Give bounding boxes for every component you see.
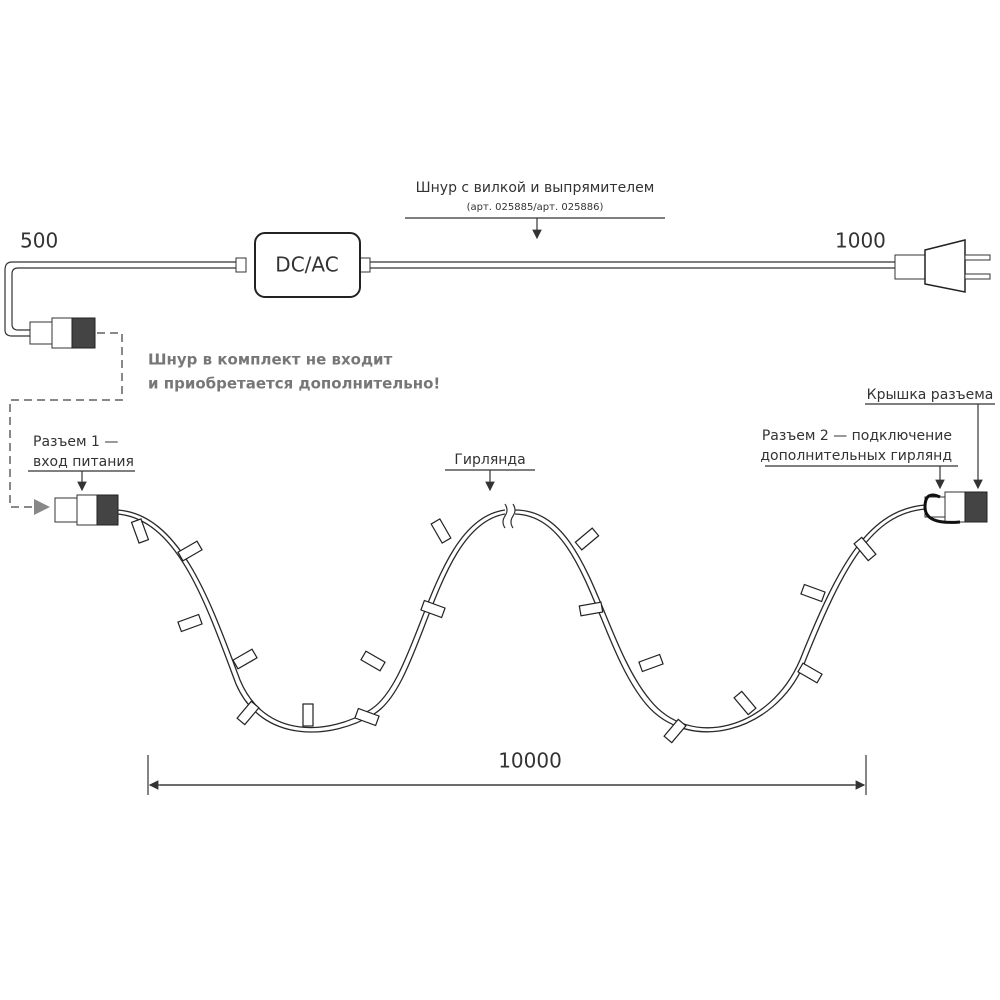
length-left: 500	[20, 229, 58, 253]
connector1-label: вход питания	[33, 454, 134, 470]
garland-label: Гирлянда	[454, 452, 525, 468]
note-line: Шнур в комплект не входит	[148, 351, 393, 369]
connector2-label: Разъем 2 — подключение	[762, 428, 952, 444]
connector1-label: Разъем 1 —	[33, 434, 118, 450]
box-label: DC/AC	[275, 253, 338, 277]
dashed-link	[9, 332, 123, 515]
power-cord	[4, 232, 991, 349]
cord-article: (арт. 025885/арт. 025886)	[467, 202, 604, 213]
garland	[54, 491, 988, 744]
note-line: и приобретается дополнительно!	[148, 375, 440, 393]
garland-length: 10000	[498, 749, 562, 773]
length-right: 1000	[835, 229, 886, 253]
cap-label: Крышка разъема	[867, 387, 994, 403]
connector2-label: дополнительных гирлянд	[760, 448, 952, 464]
cord-title: Шнур с вилкой и выпрямителем	[416, 180, 655, 196]
